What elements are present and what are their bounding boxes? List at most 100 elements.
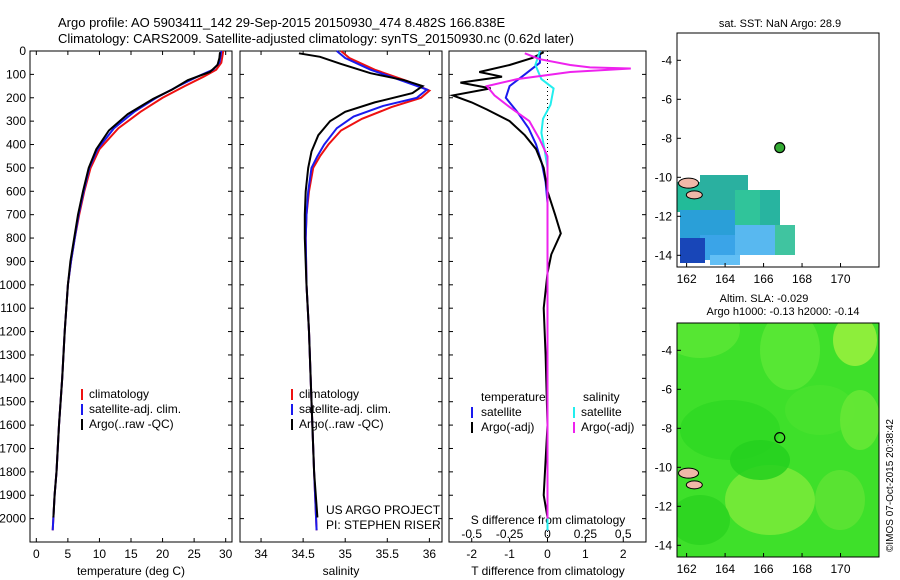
x-tick-label: 15 — [124, 547, 138, 561]
sla-anomaly-patch — [677, 323, 740, 358]
x-tick-label: 30 — [219, 547, 233, 561]
sla-anomaly-patch — [785, 385, 855, 435]
t-diff-tick-label: -1 — [504, 547, 515, 561]
x-tick-label: 34 — [254, 547, 268, 561]
depth-tick-label: 2000 — [0, 512, 26, 526]
legend-label: climatology — [299, 387, 359, 401]
t-diff-tick-label: 2 — [620, 547, 627, 561]
black-profile-line — [52, 52, 221, 518]
blue-profile-line — [51, 50, 223, 531]
sla-map-panel: Altim. SLA: -0.029 Argo h1000: -0.13 h20… — [655, 293, 880, 576]
salinity-magenta-difference-line — [485, 52, 631, 519]
x-tick-label: 35.5 — [376, 547, 400, 561]
lon-tick-label: 162 — [677, 562, 697, 576]
lat-tick-label: -14 — [655, 248, 673, 262]
sst-map-title: sat. SST: NaN Argo: 28.9 — [719, 18, 841, 30]
lon-tick-label: 166 — [754, 562, 774, 576]
s-diff-tick-label: -0.5 — [461, 527, 482, 541]
depth-tick-label: 1000 — [0, 278, 26, 292]
header-line-2: Climatology: CARS2009. Satellite-adjuste… — [58, 31, 574, 46]
sla-map-subtitle: Argo h1000: -0.13 h2000: -0.14 — [707, 306, 860, 318]
salinity-panel: salinity US ARGO PROJECT PI: STEPHEN RIS… — [239, 50, 443, 578]
legend-label: satellite-adj. clim. — [299, 402, 391, 416]
sst-pixel-block — [775, 225, 795, 255]
lon-tick-label: 170 — [831, 272, 851, 286]
lat-tick-label: -14 — [655, 538, 673, 552]
sla-map-field — [677, 323, 879, 557]
lon-tick-label: 166 — [754, 272, 774, 286]
depth-tick-label: 800 — [6, 231, 26, 245]
t-diff-tick-label: 1 — [582, 547, 589, 561]
blue-profile-line — [304, 50, 429, 531]
argo-location-marker — [774, 432, 786, 444]
temperature-panel: temperature (deg C) 01002003004005006007… — [0, 44, 233, 578]
depth-tick-label: 1800 — [0, 465, 26, 479]
lat-tick-label: -12 — [655, 499, 673, 513]
sla-anomaly-patch — [760, 323, 820, 390]
header-line-1: Argo profile: AO 5903411_142 29-Sep-2015… — [58, 15, 506, 30]
land-island — [678, 177, 700, 189]
sla-anomaly-patch — [677, 495, 730, 545]
lon-tick-label: 164 — [715, 272, 735, 286]
red-profile-line — [304, 50, 432, 531]
depth-tick-label: 300 — [6, 114, 26, 128]
sst-pixel-block — [710, 255, 740, 265]
sla-anomaly-patch — [833, 323, 877, 366]
legend-title-temperature: temperature — [481, 390, 546, 404]
x-tick-label: 10 — [93, 547, 107, 561]
lat-tick-label: -6 — [661, 382, 672, 396]
lat-tick-label: -4 — [661, 343, 672, 357]
t-diff-tick-label: -2 — [466, 547, 477, 561]
depth-tick-label: 1400 — [0, 371, 26, 385]
land-island — [685, 190, 703, 200]
lon-tick-label: 162 — [677, 272, 697, 286]
lat-tick-label: -10 — [655, 170, 673, 184]
depth-tick-label: 1100 — [0, 301, 26, 315]
x-tick-label: 25 — [187, 547, 201, 561]
lon-tick-label: 170 — [831, 562, 851, 576]
depth-tick-label: 1300 — [0, 348, 26, 362]
depth-tick-label: 1700 — [0, 441, 26, 455]
depth-tick-label: 100 — [6, 67, 26, 81]
x-tick-label: 36 — [423, 547, 437, 561]
temperature-black-difference-line — [449, 51, 562, 518]
depth-tick-label: 200 — [6, 91, 26, 105]
lat-tick-label: -8 — [661, 131, 672, 145]
sla-anomaly-patch — [815, 470, 865, 530]
red-profile-line — [51, 50, 225, 531]
land-island — [685, 480, 703, 490]
depth-tick-label: 1500 — [0, 395, 26, 409]
lat-tick-label: -10 — [655, 460, 673, 474]
depth-tick-label: 500 — [6, 161, 26, 175]
depth-tick-label: 400 — [6, 138, 26, 152]
x-tick-label: 5 — [65, 547, 72, 561]
lat-tick-label: -4 — [661, 53, 672, 67]
sst-map-frame — [676, 32, 880, 268]
sst-pixel-block — [735, 225, 775, 255]
land-island — [678, 467, 700, 479]
sst-map-panel: sat. SST: NaN Argo: 28.9 162 164 166 168 170… — [655, 18, 880, 286]
x-tick-label: 34.5 — [291, 547, 315, 561]
sst-pixel-block — [760, 190, 780, 230]
sla-map-frame — [676, 322, 880, 558]
x-tick-label: 35 — [339, 547, 353, 561]
black-profile-line — [298, 52, 425, 518]
legend-label: satellite — [581, 405, 622, 419]
salinity-xlabel: salinity — [323, 564, 360, 578]
s-diff-tick-label: 0.25 — [574, 527, 598, 541]
legend-label: climatology — [89, 387, 149, 401]
sst-pixel-block — [680, 238, 705, 263]
sla-anomaly-patch — [725, 465, 815, 535]
salinity-cyan-difference-line — [534, 50, 555, 531]
x-tick-label: 20 — [156, 547, 170, 561]
lat-tick-label: -12 — [655, 209, 673, 223]
argo-location-marker — [774, 142, 786, 154]
lon-tick-label: 164 — [715, 562, 735, 576]
legend-title-salinity: salinity — [583, 390, 620, 404]
depth-tick-label: 900 — [6, 254, 26, 268]
t-difference-xlabel: T difference from climatology — [471, 564, 625, 578]
t-diff-tick-label: 0 — [544, 547, 551, 561]
lon-tick-label: 168 — [792, 272, 812, 286]
